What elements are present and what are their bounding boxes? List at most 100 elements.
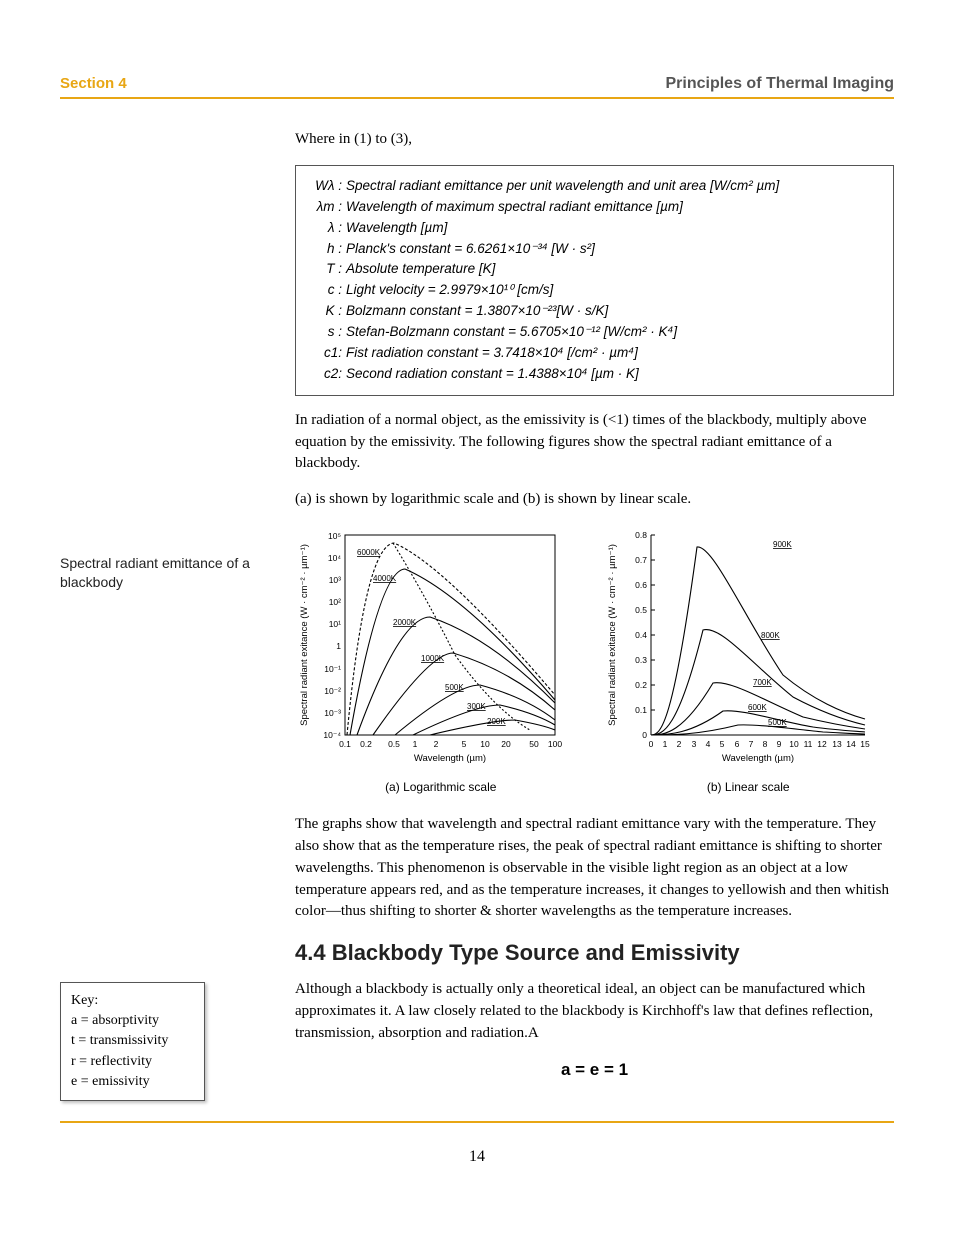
paragraph: Although a blackbody is actually only a …	[295, 979, 894, 1044]
main-column: Where in (1) to (3), Wλ :Spectral radian…	[295, 129, 894, 1101]
svg-text:0.3: 0.3	[635, 655, 647, 665]
def-text: Wavelength [µm]	[346, 218, 879, 239]
def-text: Fist radiation constant = 3.7418×10⁴ [/c…	[346, 343, 879, 364]
svg-text:0.8: 0.8	[635, 530, 647, 540]
svg-text:8: 8	[762, 739, 767, 749]
svg-text:0.2: 0.2	[635, 680, 647, 690]
def-sym: λm :	[310, 197, 346, 218]
key-item: t = transmissivity	[71, 1031, 194, 1051]
svg-text:700K: 700K	[753, 678, 772, 687]
section-label: Section 4	[60, 75, 127, 92]
def-sym: c :	[310, 280, 346, 301]
svg-text:500K: 500K	[768, 718, 787, 727]
svg-text:0.6: 0.6	[635, 580, 647, 590]
x-axis-label: Wavelength (µm)	[721, 753, 793, 764]
chart-a-caption: (a) Logarithmic scale	[295, 779, 587, 796]
svg-text:0.7: 0.7	[635, 555, 647, 565]
def-text: Stefan-Bolzmann constant = 5.6705×10⁻¹² …	[346, 322, 879, 343]
svg-text:20: 20	[501, 739, 511, 749]
def-text: Wavelength of maximum spectral radiant e…	[346, 197, 879, 218]
svg-text:0: 0	[648, 739, 653, 749]
def-sym: λ :	[310, 218, 346, 239]
chart-b: 0 0.1 0.2 0.3 0.4 0.5 0.6 0.7 0.8	[603, 525, 895, 796]
svg-text:15: 15	[860, 739, 870, 749]
svg-text:3: 3	[691, 739, 696, 749]
svg-text:10³: 10³	[329, 575, 341, 585]
definitions-box: Wλ :Spectral radiant emittance per unit …	[295, 165, 894, 396]
svg-text:0.4: 0.4	[635, 630, 647, 640]
svg-text:0.2: 0.2	[360, 739, 372, 749]
linear-chart-svg: 0 0.1 0.2 0.3 0.4 0.5 0.6 0.7 0.8	[603, 525, 873, 775]
figure-caption: Spectral radiant emittance of a blackbod…	[60, 554, 275, 592]
svg-text:900K: 900K	[773, 540, 792, 549]
svg-text:4000K: 4000K	[373, 574, 397, 583]
chart-a: 10⁻⁴ 10⁻³ 10⁻² 10⁻¹ 1 10¹ 10² 10³ 10⁴ 10…	[295, 525, 587, 796]
svg-text:4: 4	[705, 739, 710, 749]
svg-text:6: 6	[734, 739, 739, 749]
svg-text:300K: 300K	[467, 702, 486, 711]
key-box: Key: a = absorptivity t = transmissivity…	[60, 982, 205, 1101]
svg-text:1: 1	[662, 739, 667, 749]
svg-text:0.5: 0.5	[635, 605, 647, 615]
def-sym: K :	[310, 301, 346, 322]
key-item: r = reflectivity	[71, 1052, 194, 1072]
def-text: Planck's constant = 6.6261×10⁻³⁴ [W · s²…	[346, 239, 879, 260]
charts-row: 10⁻⁴ 10⁻³ 10⁻² 10⁻¹ 1 10¹ 10² 10³ 10⁴ 10…	[295, 525, 894, 796]
svg-text:10⁻³: 10⁻³	[324, 708, 341, 718]
content-area: Spectral radiant emittance of a blackbod…	[60, 129, 894, 1101]
svg-text:200K: 200K	[487, 717, 506, 726]
def-sym: T :	[310, 259, 346, 280]
def-sym: s :	[310, 322, 346, 343]
section-heading: 4.4 Blackbody Type Source and Emissivity	[295, 937, 894, 969]
page-header: Section 4 Principles of Thermal Imaging	[60, 75, 894, 99]
log-chart-svg: 10⁻⁴ 10⁻³ 10⁻² 10⁻¹ 1 10¹ 10² 10³ 10⁴ 10…	[295, 525, 565, 775]
svg-text:800K: 800K	[761, 631, 780, 640]
svg-text:7: 7	[748, 739, 753, 749]
svg-text:14: 14	[846, 739, 856, 749]
svg-text:1000K: 1000K	[421, 654, 445, 663]
def-text: Absolute temperature [K]	[346, 259, 879, 280]
y-axis-label: Spectral radiant exitance (W · cm⁻² · µm…	[607, 544, 618, 726]
svg-text:0.5: 0.5	[388, 739, 400, 749]
svg-text:1: 1	[336, 641, 341, 651]
svg-text:1: 1	[413, 739, 418, 749]
chapter-title: Principles of Thermal Imaging	[666, 75, 895, 93]
sidebar-column: Spectral radiant emittance of a blackbod…	[60, 129, 275, 1101]
svg-text:2: 2	[434, 739, 439, 749]
svg-text:6000K: 6000K	[357, 548, 381, 557]
svg-text:9: 9	[776, 739, 781, 749]
svg-text:10: 10	[789, 739, 799, 749]
intro-line: Where in (1) to (3),	[295, 129, 894, 151]
x-axis-label: Wavelength (µm)	[414, 753, 486, 764]
paragraph: (a) is shown by logarithmic scale and (b…	[295, 489, 894, 511]
def-sym: c1:	[310, 343, 346, 364]
chart-b-caption: (b) Linear scale	[603, 779, 895, 796]
svg-text:10: 10	[480, 739, 490, 749]
paragraph: In radiation of a normal object, as the …	[295, 410, 894, 475]
svg-text:100: 100	[548, 739, 562, 749]
svg-text:5: 5	[719, 739, 724, 749]
svg-text:0: 0	[642, 730, 647, 740]
svg-text:11: 11	[803, 739, 812, 749]
def-text: Spectral radiant emittance per unit wave…	[346, 176, 879, 197]
svg-text:10⁻²: 10⁻²	[324, 686, 341, 696]
key-item: a = absorptivity	[71, 1011, 194, 1031]
def-text: Bolzmann constant = 1.3807×10⁻²³[W · s/K…	[346, 301, 879, 322]
svg-text:5: 5	[462, 739, 467, 749]
def-sym: h :	[310, 239, 346, 260]
page-number: 14	[60, 1148, 894, 1166]
def-sym: c2:	[310, 364, 346, 385]
svg-text:12: 12	[817, 739, 827, 749]
svg-text:10⁴: 10⁴	[328, 553, 341, 563]
svg-text:10⁻¹: 10⁻¹	[324, 664, 341, 674]
equation: a = e = 1	[295, 1058, 894, 1083]
footer-rule	[60, 1121, 894, 1123]
svg-text:2000K: 2000K	[393, 618, 417, 627]
svg-text:10²: 10²	[329, 597, 341, 607]
key-title: Key:	[71, 991, 194, 1011]
svg-text:0.1: 0.1	[635, 705, 647, 715]
svg-text:2: 2	[676, 739, 681, 749]
y-axis-label: Spectral radiant exitance (W · cm⁻² · µm…	[299, 544, 310, 726]
def-text: Second radiation constant = 1.4388×10⁴ […	[346, 364, 879, 385]
def-sym: Wλ :	[310, 176, 346, 197]
